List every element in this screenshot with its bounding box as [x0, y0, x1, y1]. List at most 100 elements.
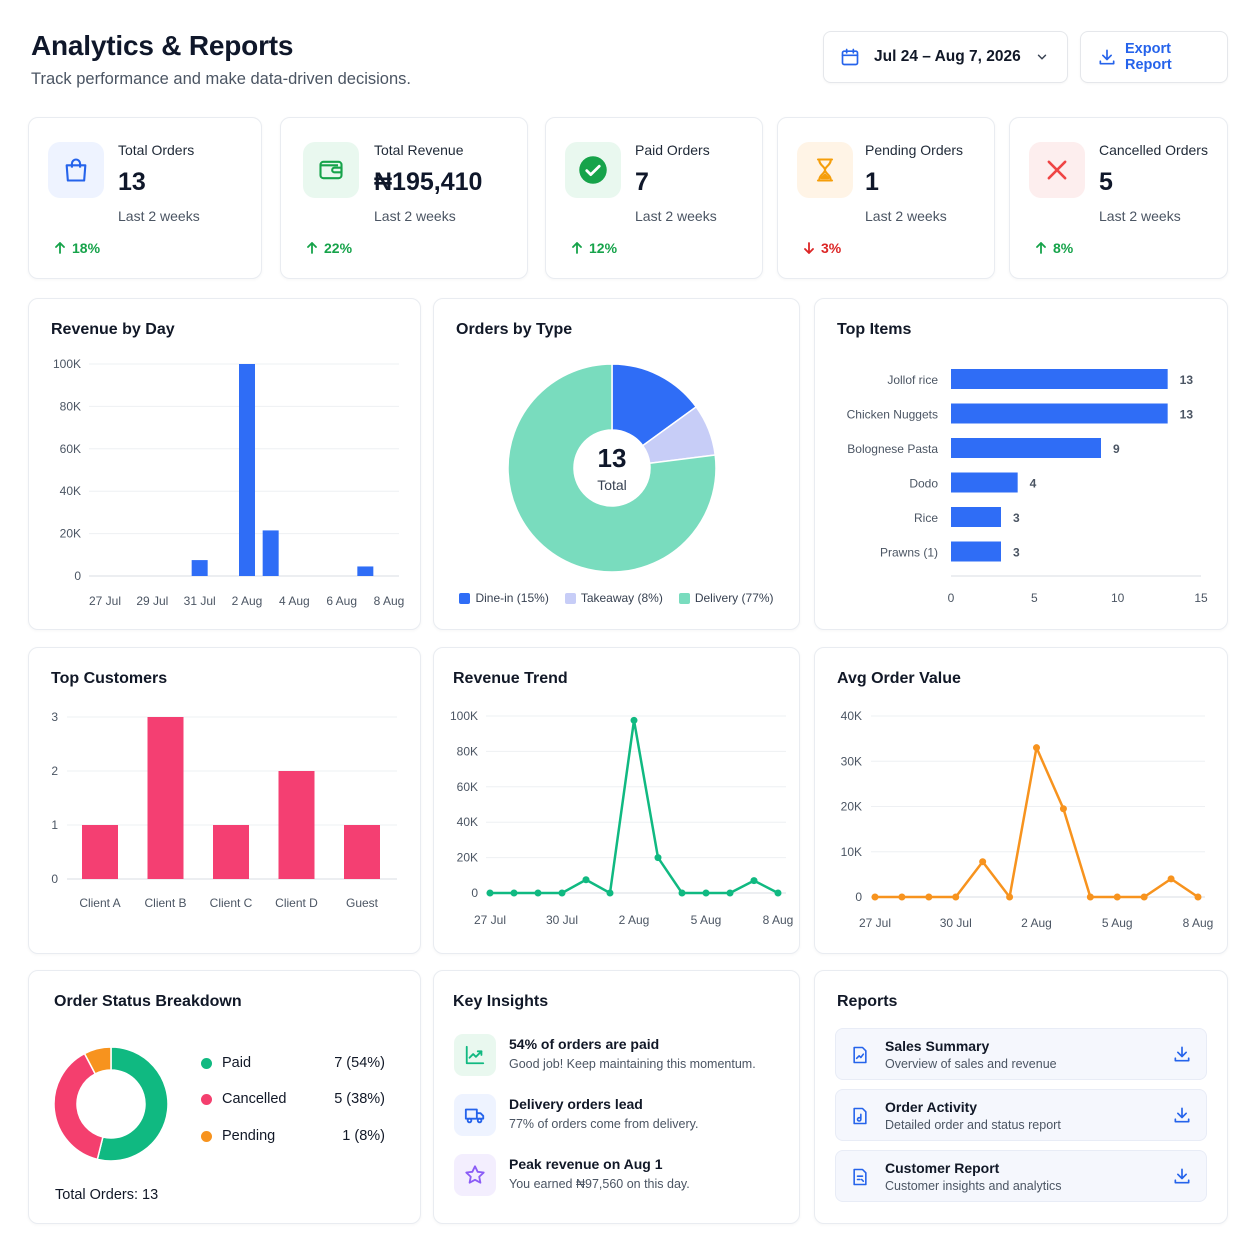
date-range-picker[interactable]: Jul 24 – Aug 7, 2026	[823, 31, 1068, 83]
bar-label: Rice	[914, 511, 938, 525]
stat-value: 7	[635, 168, 649, 196]
icon-box	[565, 142, 621, 198]
bar-value-label: 3	[1013, 546, 1020, 560]
bar-label: Jollof rice	[887, 373, 938, 387]
y-tick-label: 1	[51, 818, 58, 832]
report-description: Customer insights and analytics	[885, 1179, 1062, 1193]
y-tick-label: 3	[51, 710, 58, 724]
export-report-button[interactable]: Export Report	[1080, 31, 1228, 83]
revenue-by-day-card: Revenue by Day 0 20K 40K 60K 80K 100K 27 Jul 29…	[28, 298, 421, 630]
stat-label: Paid Orders	[635, 142, 710, 158]
stat-value: 1	[865, 168, 879, 196]
stat-label: Cancelled Orders	[1099, 142, 1208, 158]
bar	[357, 566, 374, 576]
legend-swatch	[678, 592, 690, 604]
insight-title: Delivery orders lead	[509, 1096, 643, 1112]
y-tick-label: 20K	[457, 851, 478, 865]
bar-label: Prawns (1)	[880, 546, 938, 560]
stat-change-value: 3%	[821, 240, 842, 256]
customer-report-icon	[853, 1168, 867, 1186]
stat-period: Last 2 weeks	[374, 208, 456, 224]
arrow-up-icon	[55, 242, 65, 254]
bar	[951, 369, 1168, 389]
legend-swatch	[564, 592, 576, 604]
bar	[951, 541, 1001, 562]
x-tick-label: 6 Aug	[326, 594, 357, 608]
wallet-icon	[319, 160, 343, 180]
y-tick-label: 20K	[60, 527, 81, 541]
x-tick-label: 30 Jul	[546, 913, 578, 927]
y-tick-label: 80K	[60, 399, 81, 413]
stat-change-value: 22%	[324, 240, 353, 256]
series-line	[490, 719, 779, 895]
data-point	[1113, 893, 1121, 901]
order-report-icon	[853, 1107, 867, 1125]
insight-icon-box	[454, 1094, 496, 1136]
report-title: Order Activity	[885, 1099, 978, 1115]
top-customers-card: Top Customers 0 1 2 3 Client A Client B Client…	[28, 647, 421, 954]
stat-change: 18%	[54, 240, 100, 256]
donut-slice	[611, 363, 698, 447]
arrow-down-icon	[804, 242, 814, 254]
report-sales-summary[interactable]: Sales Summary Overview of sales and reve…	[835, 1028, 1207, 1080]
chevron-down-icon	[1037, 54, 1046, 60]
download-icon[interactable]	[1172, 1105, 1192, 1125]
x-tick-label: Client D	[275, 896, 318, 910]
download-icon[interactable]	[1172, 1166, 1192, 1186]
bar	[951, 403, 1168, 424]
top-items-chart: Jollof rice 13 Chicken Nuggets 13 Bolognese …	[847, 369, 1208, 605]
insight-item: 54% of orders are paid Good job! Keep ma…	[454, 1034, 794, 1080]
stat-label: Total Orders	[118, 142, 195, 158]
x-tick-label: 2 Aug	[1021, 916, 1052, 930]
data-point	[750, 877, 758, 885]
y-tick-label: 60K	[60, 442, 81, 456]
bar	[82, 825, 118, 879]
download-icon[interactable]	[1172, 1044, 1192, 1064]
data-point	[654, 854, 662, 862]
report-description: Detailed order and status report	[885, 1118, 1061, 1132]
data-point	[1006, 893, 1014, 901]
page-subtitle: Track performance and make data-driven d…	[31, 70, 411, 88]
donut-center-value: 13	[598, 443, 627, 473]
legend-item: Delivery (77%)	[678, 591, 774, 605]
insight-icon-box	[454, 1154, 496, 1196]
insight-title: 54% of orders are paid	[509, 1036, 660, 1052]
stat-value: 5	[1099, 168, 1113, 196]
top-customers-chart: 0 1 2 3 Client A Client B Client C Client D Gues…	[51, 710, 397, 910]
data-point	[534, 889, 542, 897]
legend-label: Delivery (77%)	[694, 591, 774, 605]
reports-card: Reports Sales Summary Overview of sales …	[814, 970, 1228, 1224]
x-tick-label: 4 Aug	[279, 594, 310, 608]
x-tick-label: 27 Jul	[859, 916, 891, 930]
stat-change: 12%	[571, 240, 617, 256]
card-title: Key Insights	[453, 993, 549, 1010]
arrow-up-icon	[307, 242, 317, 254]
data-point	[558, 889, 566, 897]
y-tick-label: 20K	[841, 800, 862, 814]
bar-value-label: 9	[1113, 442, 1120, 456]
chart-title: Revenue by Day	[51, 321, 175, 338]
data-point	[871, 893, 879, 901]
stat-card-cancelled-orders: Cancelled Orders 5 Last 2 weeks 8%	[1009, 117, 1228, 279]
star-icon	[465, 1165, 485, 1184]
truck-icon	[464, 1108, 485, 1124]
bar	[147, 717, 184, 879]
status-name: Pending	[222, 1128, 276, 1144]
report-order-activity[interactable]: Order Activity Detailed order and status…	[835, 1089, 1207, 1141]
y-tick-label: 80K	[457, 744, 478, 758]
order-status-donut	[53, 1046, 169, 1162]
data-point	[1194, 893, 1202, 901]
legend-label: Dine-in (15%)	[475, 591, 549, 605]
shopping-bag-icon	[65, 158, 87, 182]
report-customer-report[interactable]: Customer Report Customer insights and an…	[835, 1150, 1207, 1202]
chart-legend: Dine-in (15%) Takeaway (8%) Delivery (77…	[434, 591, 799, 605]
stat-value: ₦195,410	[374, 168, 483, 196]
insight-item: Delivery orders lead 77% of orders come …	[454, 1094, 794, 1140]
stat-period: Last 2 weeks	[1099, 208, 1181, 224]
stat-value: 13	[118, 168, 146, 196]
stat-period: Last 2 weeks	[118, 208, 200, 224]
orders-by-type-chart: 13 Total	[507, 363, 717, 573]
revenue-trend-chart: 0 20K 40K 60K 80K 100K 27 Jul 30 Jul 2 Aug 5 Aug 8…	[450, 709, 793, 927]
stat-card-pending-orders: Pending Orders 1 Last 2 weeks 3%	[777, 117, 995, 279]
data-point	[925, 893, 933, 901]
